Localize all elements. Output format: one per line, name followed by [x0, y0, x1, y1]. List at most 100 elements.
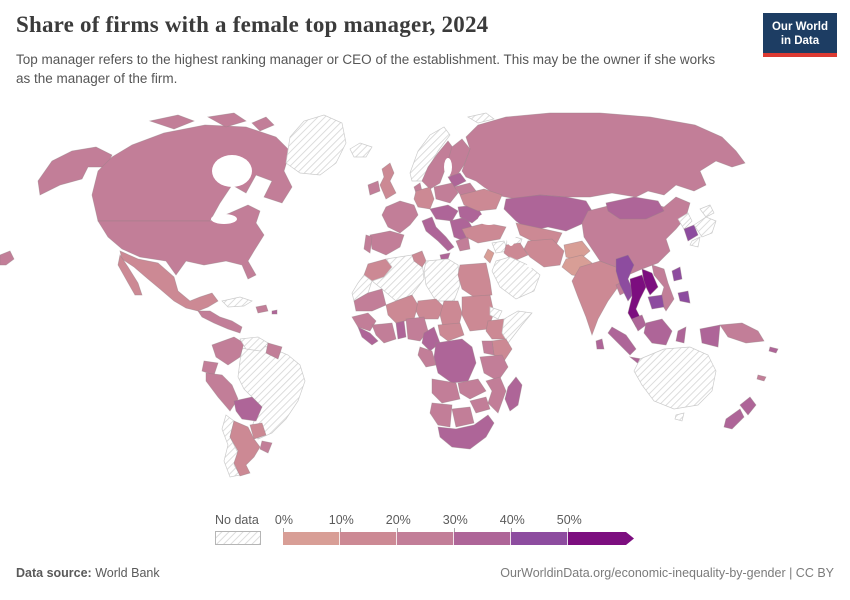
region-togo-benin[interactable]: [395, 320, 407, 340]
region-poland[interactable]: [433, 182, 459, 204]
region-sicily[interactable]: [439, 252, 451, 260]
legend-bin-3[interactable]: [454, 532, 511, 545]
region-argentina[interactable]: [229, 420, 261, 477]
region-iceland[interactable]: [349, 142, 373, 158]
region-ireland[interactable]: [367, 180, 381, 196]
region-central-african-republic[interactable]: [437, 322, 465, 342]
region-niger[interactable]: [415, 298, 445, 320]
region-australia[interactable]: [633, 346, 717, 410]
credit-link[interactable]: OurWorldinData.org/economic-inequality-b…: [500, 566, 834, 580]
region-philippines[interactable]: [671, 266, 683, 282]
region-new-zealand[interactable]: [723, 408, 745, 430]
region-venezuela[interactable]: [239, 336, 269, 352]
region-arabian-peninsula[interactable]: [491, 256, 541, 300]
owid-logo[interactable]: Our World in Data: [762, 13, 837, 58]
region-iran[interactable]: [523, 238, 565, 268]
region-cote-divoire-ghana[interactable]: [371, 322, 397, 344]
region-tanzania[interactable]: [479, 354, 509, 382]
region-peru[interactable]: [205, 372, 239, 412]
region-tunisia[interactable]: [411, 250, 427, 268]
region-north-korea[interactable]: [677, 212, 693, 230]
region-arctic-island[interactable]: [206, 112, 247, 128]
region-mozambique[interactable]: [485, 376, 507, 414]
region-thailand[interactable]: [627, 274, 647, 328]
region-namibia[interactable]: [429, 402, 453, 428]
region-gabon-congo[interactable]: [417, 346, 437, 368]
region-norway[interactable]: [409, 126, 451, 182]
region-tasmania[interactable]: [674, 412, 685, 422]
region-borneo[interactable]: [643, 318, 673, 346]
legend-bin-1[interactable]: [340, 532, 397, 545]
region-guyanas[interactable]: [265, 342, 283, 360]
region-mali[interactable]: [385, 294, 419, 324]
region-russia[interactable]: [461, 112, 746, 200]
region-greece[interactable]: [455, 236, 471, 252]
region-japan[interactable]: [699, 204, 715, 218]
legend-bin-4[interactable]: [511, 532, 568, 545]
region-kazakhstan[interactable]: [503, 194, 593, 232]
region-japan[interactable]: [689, 236, 701, 248]
region-hispaniola[interactable]: [255, 304, 269, 314]
region-sierra-leone-liberia[interactable]: [357, 326, 379, 346]
region-arctic-island[interactable]: [251, 116, 275, 132]
region-uganda[interactable]: [481, 340, 495, 356]
region-sri-lanka[interactable]: [595, 338, 605, 350]
region-bolivia[interactable]: [233, 396, 263, 422]
legend-bin-5[interactable]: [568, 532, 634, 545]
region-papua-new-guinea[interactable]: [719, 322, 765, 344]
region-mexico[interactable]: [119, 250, 219, 312]
region-chukotka-sliver[interactable]: [0, 250, 15, 266]
region-svalbard[interactable]: [467, 112, 495, 124]
region-madagascar[interactable]: [504, 376, 523, 412]
region-greenland[interactable]: [285, 114, 347, 176]
legend-no-data[interactable]: No data: [215, 513, 261, 545]
region-ecuador[interactable]: [201, 360, 219, 376]
region-paraguay[interactable]: [249, 422, 267, 440]
region-angola[interactable]: [431, 378, 461, 404]
region-china[interactable]: [581, 196, 691, 276]
region-mongolia[interactable]: [605, 196, 665, 220]
region-dr-congo[interactable]: [433, 338, 477, 384]
region-arctic-island[interactable]: [148, 114, 195, 130]
region-eritrea[interactable]: [489, 306, 503, 320]
region-philippines[interactable]: [677, 290, 691, 304]
region-west-papua[interactable]: [699, 324, 721, 348]
region-italy[interactable]: [421, 216, 455, 252]
region-new-caledonia[interactable]: [756, 374, 767, 382]
region-vietnam[interactable]: [651, 264, 675, 312]
region-egypt[interactable]: [457, 262, 493, 298]
region-jordan[interactable]: [483, 248, 495, 264]
region-iraq[interactable]: [503, 242, 529, 262]
region-sulawesi[interactable]: [675, 326, 687, 344]
region-spain[interactable]: [369, 230, 405, 256]
region-cambodia[interactable]: [647, 294, 665, 310]
region-cuba[interactable]: [221, 296, 253, 308]
region-senegal-guinea[interactable]: [351, 312, 377, 332]
region-libya[interactable]: [423, 258, 461, 302]
region-somalia[interactable]: [501, 310, 533, 344]
region-myanmar[interactable]: [615, 254, 635, 302]
region-canada[interactable]: [91, 124, 293, 222]
region-colombia[interactable]: [211, 336, 245, 366]
region-solomon-islands[interactable]: [768, 346, 779, 354]
region-brazil[interactable]: [237, 344, 306, 440]
region-zimbabwe[interactable]: [469, 396, 491, 414]
legend-bin-0[interactable]: [283, 532, 340, 545]
region-ukraine[interactable]: [459, 188, 503, 212]
region-japan[interactable]: [693, 216, 717, 238]
region-new-zealand[interactable]: [739, 396, 757, 416]
region-baja-california[interactable]: [117, 254, 143, 296]
region-botswana[interactable]: [451, 406, 475, 428]
region-south-korea[interactable]: [683, 224, 699, 242]
region-zambia[interactable]: [457, 378, 487, 400]
region-south-africa[interactable]: [437, 414, 495, 450]
region-uruguay[interactable]: [259, 440, 273, 454]
region-portugal[interactable]: [363, 234, 373, 254]
region-puerto-rico[interactable]: [271, 309, 278, 315]
region-central-europe[interactable]: [429, 204, 459, 222]
region-sumatra[interactable]: [607, 326, 637, 356]
region-central-america[interactable]: [197, 310, 243, 334]
region-united-kingdom[interactable]: [379, 162, 397, 200]
region-france[interactable]: [381, 200, 419, 234]
legend-bin-2[interactable]: [397, 532, 454, 545]
